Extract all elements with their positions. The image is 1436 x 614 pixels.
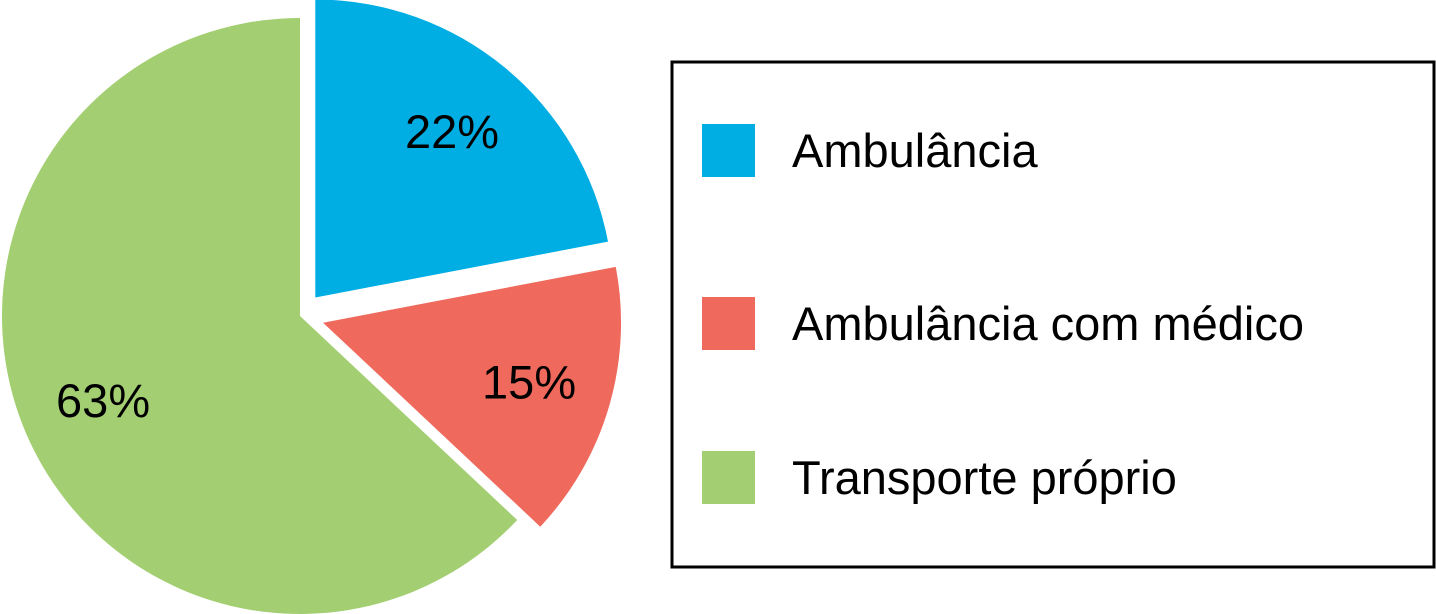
legend-swatch	[702, 451, 755, 504]
pie-slice	[323, 266, 622, 527]
data-label: 63%	[56, 374, 150, 427]
legend-swatch	[702, 297, 755, 350]
pie-slice	[315, 0, 609, 298]
legend-label: Ambulância	[792, 124, 1038, 177]
pie-slice	[2, 18, 518, 614]
legend-label: Transporte próprio	[792, 451, 1177, 504]
legend-swatch	[702, 124, 755, 177]
data-label: 15%	[482, 356, 576, 409]
legend-label: Ambulância com médico	[792, 297, 1304, 350]
legend: Ambulância Ambulância com médico Transport…	[702, 124, 1304, 504]
data-label: 22%	[405, 105, 499, 158]
legend-box	[670, 60, 1436, 569]
pie: 22% 15% 63%	[2, 0, 622, 614]
